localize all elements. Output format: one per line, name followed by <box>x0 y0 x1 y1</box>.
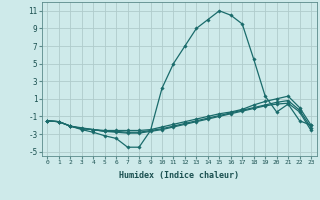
X-axis label: Humidex (Indice chaleur): Humidex (Indice chaleur) <box>119 171 239 180</box>
